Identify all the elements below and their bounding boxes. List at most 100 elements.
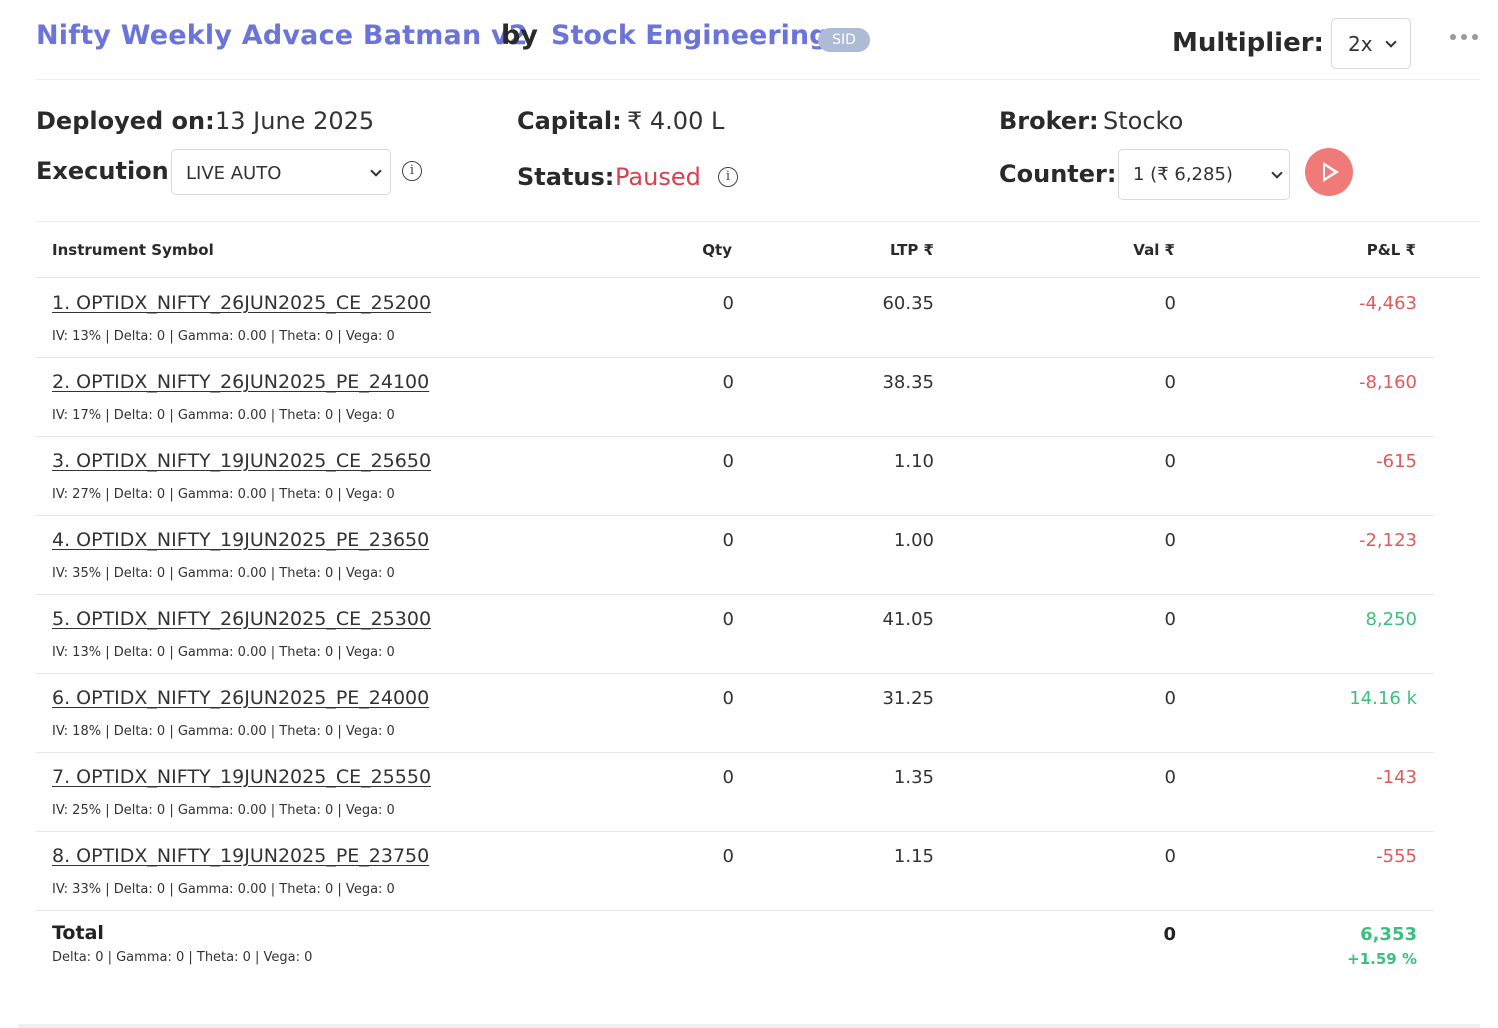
status-label: Status: [517,163,615,191]
table-row: 8. OPTIDX_NIFTY_19JUN2025_PE_23750 IV: 3… [36,832,1434,911]
column-header-symbol: Instrument Symbol [52,241,214,259]
instrument-symbol-link[interactable]: 1. OPTIDX_NIFTY_26JUN2025_CE_25200 [52,292,432,314]
capital-label: Capital: [517,107,622,135]
play-button[interactable] [1305,148,1353,196]
qty-cell: 0 [722,688,734,709]
table-row: 2. OPTIDX_NIFTY_26JUN2025_PE_24100 IV: 1… [36,358,1434,437]
table-row: 6. OPTIDX_NIFTY_26JUN2025_PE_24000 IV: 1… [36,674,1434,753]
section-divider [36,221,1480,222]
instrument-symbol-link[interactable]: 5. OPTIDX_NIFTY_26JUN2025_CE_25300 [52,608,432,630]
total-val: 0 [1163,924,1176,945]
pnl-cell: 14.16 k [1349,688,1417,709]
ltp-cell: 1.15 [893,846,934,867]
qty-cell: 0 [722,530,734,551]
pnl-cell: -2,123 [1358,530,1417,551]
table-row: 4. OPTIDX_NIFTY_19JUN2025_PE_23650 IV: 3… [36,516,1434,595]
qty-cell: 0 [722,372,734,393]
deployed-label: Deployed on: [36,107,215,135]
pnl-cell: -555 [1376,846,1417,867]
total-pnl: 6,353 [1360,924,1417,945]
column-header-qty: Qty [702,241,732,259]
ltp-cell: 1.35 [893,767,934,788]
val-cell: 0 [1164,293,1176,314]
multiplier-label: Multiplier: [1172,28,1324,58]
column-header-pnl: P&L ₹ [1366,241,1416,259]
instrument-greeks: IV: 17% | Delta: 0 | Gamma: 0.00 | Theta… [52,408,395,423]
card-bottom-edge [18,1024,1480,1028]
ltp-cell: 60.35 [882,293,934,314]
ltp-cell: 1.10 [893,451,934,472]
by-label: by [501,20,538,51]
strategy-header: Nifty Weekly Advace Batman v2 by Stock E… [36,18,1480,80]
total-greeks: Delta: 0 | Gamma: 0 | Theta: 0 | Vega: 0 [52,950,313,965]
pnl-cell: 8,250 [1365,609,1417,630]
val-cell: 0 [1164,451,1176,472]
qty-cell: 0 [722,609,734,630]
val-cell: 0 [1164,372,1176,393]
author-link[interactable]: Stock Engineering [551,20,829,51]
info-icon[interactable]: i [718,167,738,187]
instrument-greeks: IV: 27% | Delta: 0 | Gamma: 0.00 | Theta… [52,487,395,502]
info-icon[interactable]: i [402,161,422,181]
chevron-down-icon [370,165,382,177]
qty-cell: 0 [722,767,734,788]
val-cell: 0 [1164,767,1176,788]
instrument-symbol-link[interactable]: 2. OPTIDX_NIFTY_26JUN2025_PE_24100 [52,371,430,393]
ltp-cell: 31.25 [882,688,934,709]
strategy-title[interactable]: Nifty Weekly Advace Batman v2 [36,20,528,51]
instrument-symbol-link[interactable]: 3. OPTIDX_NIFTY_19JUN2025_CE_25650 [52,450,432,472]
qty-cell: 0 [722,846,734,867]
total-pnl-percent: +1.59 % [1347,950,1417,968]
sid-badge: SID [818,28,870,52]
column-header-ltp: LTP ₹ [890,241,934,259]
multiplier-value: 2x [1348,32,1373,56]
chevron-down-icon [1271,167,1283,179]
execution-value: LIVE AUTO [186,163,282,184]
instrument-symbol-link[interactable]: 8. OPTIDX_NIFTY_19JUN2025_PE_23750 [52,845,430,867]
ltp-cell: 38.35 [882,372,934,393]
val-cell: 0 [1164,609,1176,630]
column-header-val: Val ₹ [1133,241,1175,259]
instrument-greeks: IV: 13% | Delta: 0 | Gamma: 0.00 | Theta… [52,329,395,344]
total-row: Total Delta: 0 | Gamma: 0 | Theta: 0 | V… [36,910,1434,990]
total-label: Total [52,922,104,944]
broker-value: Stocko [1103,107,1184,135]
execution-select[interactable]: LIVE AUTO [171,149,391,195]
table-row: 1. OPTIDX_NIFTY_26JUN2025_CE_25200 IV: 1… [36,279,1434,358]
counter-select[interactable]: 1 (₹ 6,285) [1118,149,1290,200]
table-row: 3. OPTIDX_NIFTY_19JUN2025_CE_25650 IV: 2… [36,437,1434,516]
val-cell: 0 [1164,688,1176,709]
qty-cell: 0 [722,451,734,472]
pnl-cell: -4,463 [1358,293,1417,314]
table-row: 5. OPTIDX_NIFTY_26JUN2025_CE_25300 IV: 1… [36,595,1434,674]
chevron-down-icon [1385,36,1397,48]
broker-label: Broker: [999,107,1099,135]
multiplier-select[interactable]: 2x [1331,18,1411,69]
status-value: Paused [615,163,701,191]
instrument-symbol-link[interactable]: 6. OPTIDX_NIFTY_26JUN2025_PE_24000 [52,687,430,709]
pnl-cell: -143 [1376,767,1417,788]
table-header: Instrument Symbol Qty LTP ₹ Val ₹ P&L ₹ [36,222,1480,278]
val-cell: 0 [1164,846,1176,867]
ltp-cell: 41.05 [882,609,934,630]
ltp-cell: 1.00 [893,530,934,551]
instrument-greeks: IV: 25% | Delta: 0 | Gamma: 0.00 | Theta… [52,803,395,818]
pnl-cell: -615 [1376,451,1417,472]
pnl-cell: -8,160 [1358,372,1417,393]
instrument-greeks: IV: 18% | Delta: 0 | Gamma: 0.00 | Theta… [52,724,395,739]
instrument-symbol-link[interactable]: 4. OPTIDX_NIFTY_19JUN2025_PE_23650 [52,529,430,551]
table-row: 7. OPTIDX_NIFTY_19JUN2025_CE_25550 IV: 2… [36,753,1434,832]
capital-value: ₹ 4.00 L [627,107,725,135]
val-cell: 0 [1164,530,1176,551]
counter-value: 1 (₹ 6,285) [1133,164,1233,185]
instrument-greeks: IV: 33% | Delta: 0 | Gamma: 0.00 | Theta… [52,882,395,897]
instrument-greeks: IV: 35% | Delta: 0 | Gamma: 0.00 | Theta… [52,566,395,581]
execution-label: Execution: [36,157,179,185]
instrument-symbol-link[interactable]: 7. OPTIDX_NIFTY_19JUN2025_CE_25550 [52,766,432,788]
counter-label: Counter: [999,160,1117,188]
qty-cell: 0 [722,293,734,314]
deployed-value: 13 June 2025 [215,107,375,135]
more-horizontal-icon[interactable] [1448,28,1480,48]
instrument-greeks: IV: 13% | Delta: 0 | Gamma: 0.00 | Theta… [52,645,395,660]
